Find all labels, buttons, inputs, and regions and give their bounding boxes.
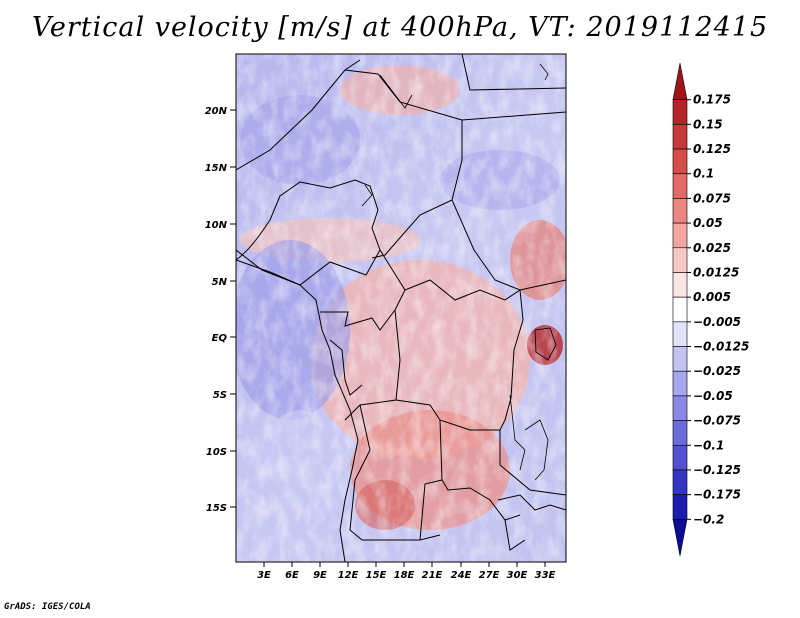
lon-label: 27E (479, 570, 500, 581)
lon-label: 9E (313, 570, 327, 581)
colorbar-label: −0.075 (693, 414, 741, 428)
colorbar-label: −0.0125 (693, 340, 749, 354)
lat-label: 5N (212, 277, 228, 288)
colorbar-label: −0.05 (693, 389, 733, 403)
country-borders (236, 54, 566, 551)
colorbar-swatch (672, 62, 688, 100)
colorbar-swatch (672, 370, 688, 397)
map-title: Vertical velocity [m/s] at 400hPa, VT: 2… (31, 12, 769, 43)
lat-label: 20N (205, 106, 228, 117)
colorbar-swatch (672, 469, 688, 495)
colorbar-swatch (672, 519, 688, 557)
colorbar-label: 0.075 (693, 191, 731, 205)
lon-label: 12E (338, 570, 359, 581)
lon-label: 18E (394, 570, 415, 581)
lat-label: 10N (205, 220, 228, 231)
colorbar-label: 0.0125 (693, 265, 739, 279)
colorbar-swatch (672, 124, 688, 150)
lat-axis: 20N 15N 10N 5N EQ 5S 10S 15S (205, 106, 236, 514)
lon-label: 24E (451, 570, 472, 581)
lat-label: EQ (212, 333, 228, 344)
colorbar (672, 62, 688, 557)
lon-label: 15E (366, 570, 387, 581)
colorbar-label: −0.125 (693, 463, 741, 477)
colorbar-swatch (672, 296, 688, 323)
colorbar-swatch (672, 395, 688, 421)
colorbar-labels: 0.175 0.15 0.125 0.1 0.075 0.05 0.025 0.0125 0.0… (687, 93, 749, 526)
lat-label: 5S (213, 390, 227, 401)
colorbar-swatch (672, 173, 688, 199)
colorbar-label: −0.2 (693, 512, 724, 526)
colorbar-swatch (672, 148, 688, 175)
colorbar-swatch (672, 444, 688, 471)
software-credit: GrADS: IGES/COLA (4, 602, 91, 612)
colorbar-swatch (672, 99, 688, 125)
colorbar-label: −0.1 (693, 438, 724, 452)
colorbar-label: 0.025 (693, 241, 731, 255)
map-panel (236, 54, 566, 562)
colorbar-label: −0.175 (693, 488, 741, 502)
colorbar-label: −0.025 (693, 364, 741, 378)
colorbar-label: 0.125 (693, 142, 731, 156)
colorbar-swatch (672, 222, 688, 249)
colorbar-swatch (672, 420, 688, 446)
colorbar-label: 0.1 (693, 167, 714, 181)
lon-label: 30E (507, 570, 528, 581)
lon-label: 3E (257, 570, 271, 581)
lat-label: 15S (206, 503, 227, 514)
colorbar-label: 0.175 (693, 93, 731, 107)
map-frame (235, 53, 567, 563)
colorbar-label: 0.005 (693, 290, 731, 304)
colorbar-label: −0.005 (693, 315, 741, 329)
colorbar-swatch (672, 346, 688, 372)
lon-label: 21E (422, 570, 443, 581)
colorbar-swatch (672, 321, 688, 347)
colorbar-label: 0.15 (693, 117, 723, 131)
lon-label: 6E (285, 570, 299, 581)
colorbar-label: 0.05 (693, 216, 723, 230)
colorbar-swatch (672, 247, 688, 273)
lon-label: 33E (535, 570, 556, 581)
lat-label: 10S (206, 447, 227, 458)
lat-label: 15N (205, 163, 228, 174)
coastline (236, 249, 359, 562)
colorbar-swatch (672, 272, 688, 298)
colorbar-swatch (672, 198, 688, 224)
colorbar-swatch (672, 494, 688, 520)
lon-axis: 3E 6E 9E 12E 15E 18E 21E 24E 27E 30E 33E (257, 562, 556, 581)
